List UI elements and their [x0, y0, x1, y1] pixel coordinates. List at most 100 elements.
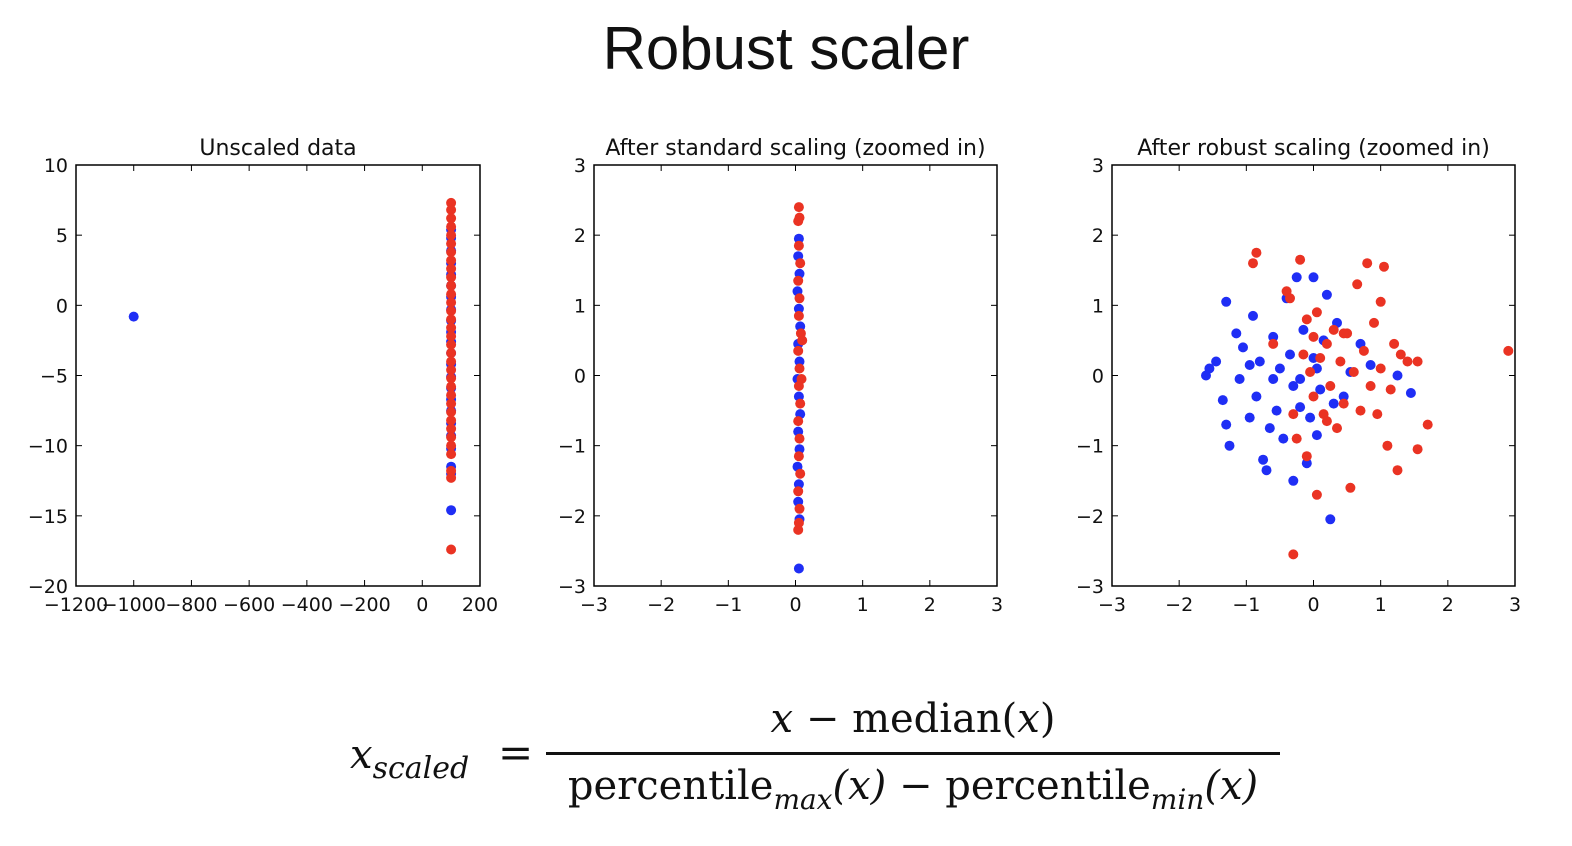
y-tick-label: 5	[56, 225, 68, 247]
data-point	[446, 373, 457, 384]
data-point	[1204, 363, 1215, 374]
data-point	[793, 303, 804, 314]
data-point	[1305, 367, 1316, 377]
data-point	[1298, 324, 1309, 335]
x-tick-label: −600	[223, 594, 275, 616]
data-point	[793, 524, 804, 535]
data-point	[793, 202, 804, 213]
formula-den-minus: −	[898, 763, 933, 809]
data-point	[794, 433, 805, 444]
x-tick-label: −1	[714, 594, 742, 616]
x-tick-label: −200	[338, 594, 390, 616]
data-point	[1325, 514, 1336, 525]
formula-fraction: x − median(x) percentilemax(x) − percent…	[546, 692, 1280, 825]
data-point	[1285, 293, 1295, 304]
data-point	[1274, 363, 1285, 374]
data-point	[1375, 363, 1386, 374]
data-point	[1325, 381, 1336, 391]
x-tick-label: −400	[281, 594, 333, 616]
data-point	[446, 364, 457, 375]
chart-panel-1: −1200−1000 −800 −600 −400 −200 0 200 −20 −15 −10 −…	[28, 136, 498, 616]
series-red	[1248, 247, 1514, 560]
formula-num-var: x	[770, 696, 794, 742]
data-point	[1295, 402, 1306, 413]
data-point	[1335, 356, 1346, 367]
data-point	[1379, 261, 1389, 272]
data-point	[1298, 349, 1309, 360]
data-point	[1338, 398, 1349, 409]
data-point	[446, 348, 457, 358]
data-point	[446, 230, 457, 241]
data-point	[1221, 296, 1232, 307]
x-tick-label: 3	[991, 594, 1003, 616]
formula-numerator: x − median(x)	[546, 692, 1280, 746]
data-point	[1365, 360, 1376, 370]
data-point	[1285, 349, 1295, 360]
formula-lhs-var: x	[350, 732, 373, 778]
data-point	[793, 486, 804, 497]
chart-title: After robust scaling (zoomed in)	[1137, 136, 1490, 161]
formula-den-sub2: min	[1150, 783, 1205, 816]
x-tick-label: 1	[1375, 594, 1387, 616]
x-tick-label: −800	[165, 594, 217, 616]
data-point	[1295, 374, 1306, 384]
data-point	[1308, 391, 1319, 402]
data-point	[795, 468, 806, 479]
data-point	[1301, 314, 1312, 325]
formula-num-arg: x	[1017, 696, 1040, 742]
data-point	[1234, 374, 1245, 384]
data-point	[1321, 338, 1332, 349]
formula-num-close: )	[1039, 696, 1056, 742]
data-point	[1382, 440, 1393, 451]
data-point	[1321, 416, 1332, 427]
y-tick-label: −2	[558, 506, 586, 528]
data-point	[1369, 317, 1379, 328]
data-point	[1362, 258, 1373, 269]
data-point	[1231, 328, 1242, 339]
data-point	[1328, 324, 1339, 335]
data-point	[1268, 374, 1279, 384]
data-point	[1288, 409, 1299, 420]
y-tick-label: 1	[574, 295, 586, 317]
data-point	[446, 314, 457, 325]
data-point	[1345, 482, 1356, 493]
y-tick-label: −1	[558, 436, 586, 458]
data-point	[1291, 272, 1302, 283]
data-point	[1264, 423, 1275, 434]
formula-num-minus: −	[805, 696, 840, 742]
data-point	[446, 297, 457, 308]
x-tick-label: −2	[1165, 594, 1193, 616]
data-point	[1412, 444, 1423, 455]
data-point	[1308, 331, 1319, 342]
y-tick-label: 1	[1092, 295, 1104, 317]
data-point	[1305, 412, 1316, 423]
data-point	[794, 503, 805, 514]
data-point	[1278, 433, 1289, 444]
data-point	[446, 272, 457, 283]
data-point	[446, 213, 457, 224]
data-point	[446, 505, 457, 516]
data-point	[1254, 356, 1265, 367]
data-point	[793, 416, 804, 427]
data-point	[793, 310, 804, 321]
data-point	[446, 544, 457, 555]
y-tick-label: 10	[44, 155, 68, 177]
data-point	[1395, 349, 1406, 360]
data-point	[1372, 409, 1383, 420]
data-point	[446, 238, 457, 249]
data-point	[793, 345, 804, 356]
data-point	[793, 451, 804, 462]
x-tick-label: −3	[580, 594, 608, 616]
data-point	[446, 305, 457, 316]
data-point	[446, 449, 457, 460]
data-point	[446, 322, 457, 333]
x-tick-label: −3	[1098, 594, 1126, 616]
x-tick-label: 1	[857, 594, 869, 616]
y-tick-label: −3	[558, 576, 586, 598]
formula-den-arg2: (x)	[1204, 763, 1259, 809]
formula-lhs-sub: scaled	[372, 751, 470, 786]
chart-panel-2: −3 −2 −1 0 1 2 3 −3 −2 −1 0 1 2 3 After standard scali…	[558, 136, 1003, 616]
chart-title: After standard scaling (zoomed in)	[605, 136, 985, 161]
data-point	[1301, 451, 1312, 462]
